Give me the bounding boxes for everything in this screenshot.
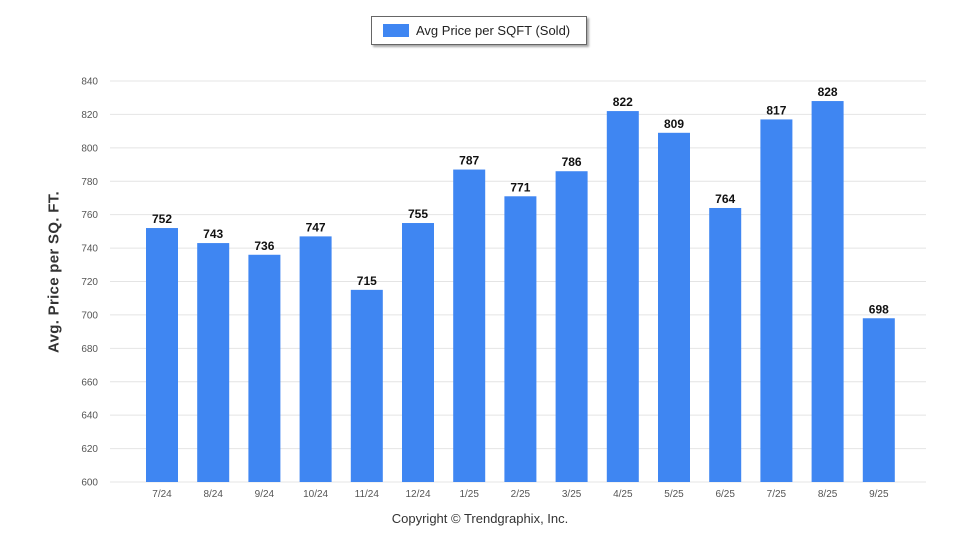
data-label: 817 — [766, 103, 786, 117]
x-tick-label: 7/25 — [767, 489, 787, 500]
data-label: 743 — [203, 227, 223, 241]
x-tick-label: 8/24 — [203, 489, 223, 500]
data-label: 786 — [562, 155, 582, 169]
copyright-footer: Copyright © Trendgraphix, Inc. — [391, 511, 569, 526]
data-label: 755 — [408, 207, 428, 221]
y-tick-label: 600 — [81, 478, 98, 489]
x-tick-label: 7/24 — [152, 489, 172, 500]
y-axis-title: Avg. Price per SQ. FT. — [45, 191, 63, 353]
data-label: 787 — [459, 154, 479, 168]
y-tick-label: 780 — [81, 177, 98, 188]
bar — [453, 169, 486, 482]
data-label: 698 — [869, 302, 889, 316]
x-tick-label: 1/25 — [459, 489, 479, 500]
x-tick-label: 10/24 — [303, 489, 328, 500]
data-label: 809 — [664, 117, 684, 131]
bar — [606, 111, 639, 482]
data-label: 715 — [357, 274, 377, 288]
y-tick-label: 800 — [81, 143, 98, 154]
data-label: 822 — [613, 95, 633, 109]
y-tick-label: 680 — [81, 344, 98, 355]
data-label: 752 — [152, 212, 172, 226]
x-tick-label: 9/24 — [255, 489, 275, 500]
y-tick-label: 640 — [81, 411, 98, 422]
x-tick-label: 12/24 — [405, 489, 430, 500]
legend-label: Avg Price per SQFT (Sold) — [416, 23, 571, 38]
bar — [402, 223, 434, 483]
y-tick-label: 840 — [81, 77, 98, 88]
x-tick-label: 2/25 — [511, 489, 531, 500]
data-label: 736 — [254, 239, 274, 253]
bar — [555, 171, 588, 482]
bar — [658, 132, 690, 482]
data-label: 828 — [818, 85, 838, 99]
x-tick-label: 11/24 — [355, 489, 380, 500]
y-tick-label: 760 — [81, 210, 98, 221]
bar — [146, 228, 178, 482]
bar — [709, 207, 742, 482]
y-tick-label: 720 — [81, 277, 98, 288]
y-tick-label: 620 — [81, 444, 98, 455]
x-tick-label: 4/25 — [613, 489, 633, 500]
x-tick-label: 3/25 — [562, 489, 582, 500]
bar — [248, 254, 281, 482]
x-tick-label: 9/25 — [869, 489, 889, 500]
data-label: 747 — [306, 220, 326, 234]
x-tick-label: 5/25 — [664, 489, 684, 500]
legend: Avg Price per SQFT (Sold) — [371, 16, 587, 45]
y-tick-label: 740 — [81, 244, 98, 255]
bar — [197, 243, 230, 482]
y-tick-label: 820 — [81, 110, 98, 121]
x-tick-label: 8/25 — [818, 489, 838, 500]
data-label: 764 — [715, 192, 735, 206]
legend-swatch — [383, 24, 409, 37]
bar — [350, 289, 383, 482]
bar — [760, 119, 793, 482]
data-label: 771 — [510, 180, 530, 194]
bar — [862, 318, 895, 482]
bar — [504, 196, 537, 482]
bar — [811, 101, 844, 483]
x-tick-label: 6/25 — [715, 489, 735, 500]
bar — [299, 236, 332, 482]
y-tick-label: 660 — [81, 377, 98, 388]
y-tick-label: 700 — [81, 310, 98, 321]
